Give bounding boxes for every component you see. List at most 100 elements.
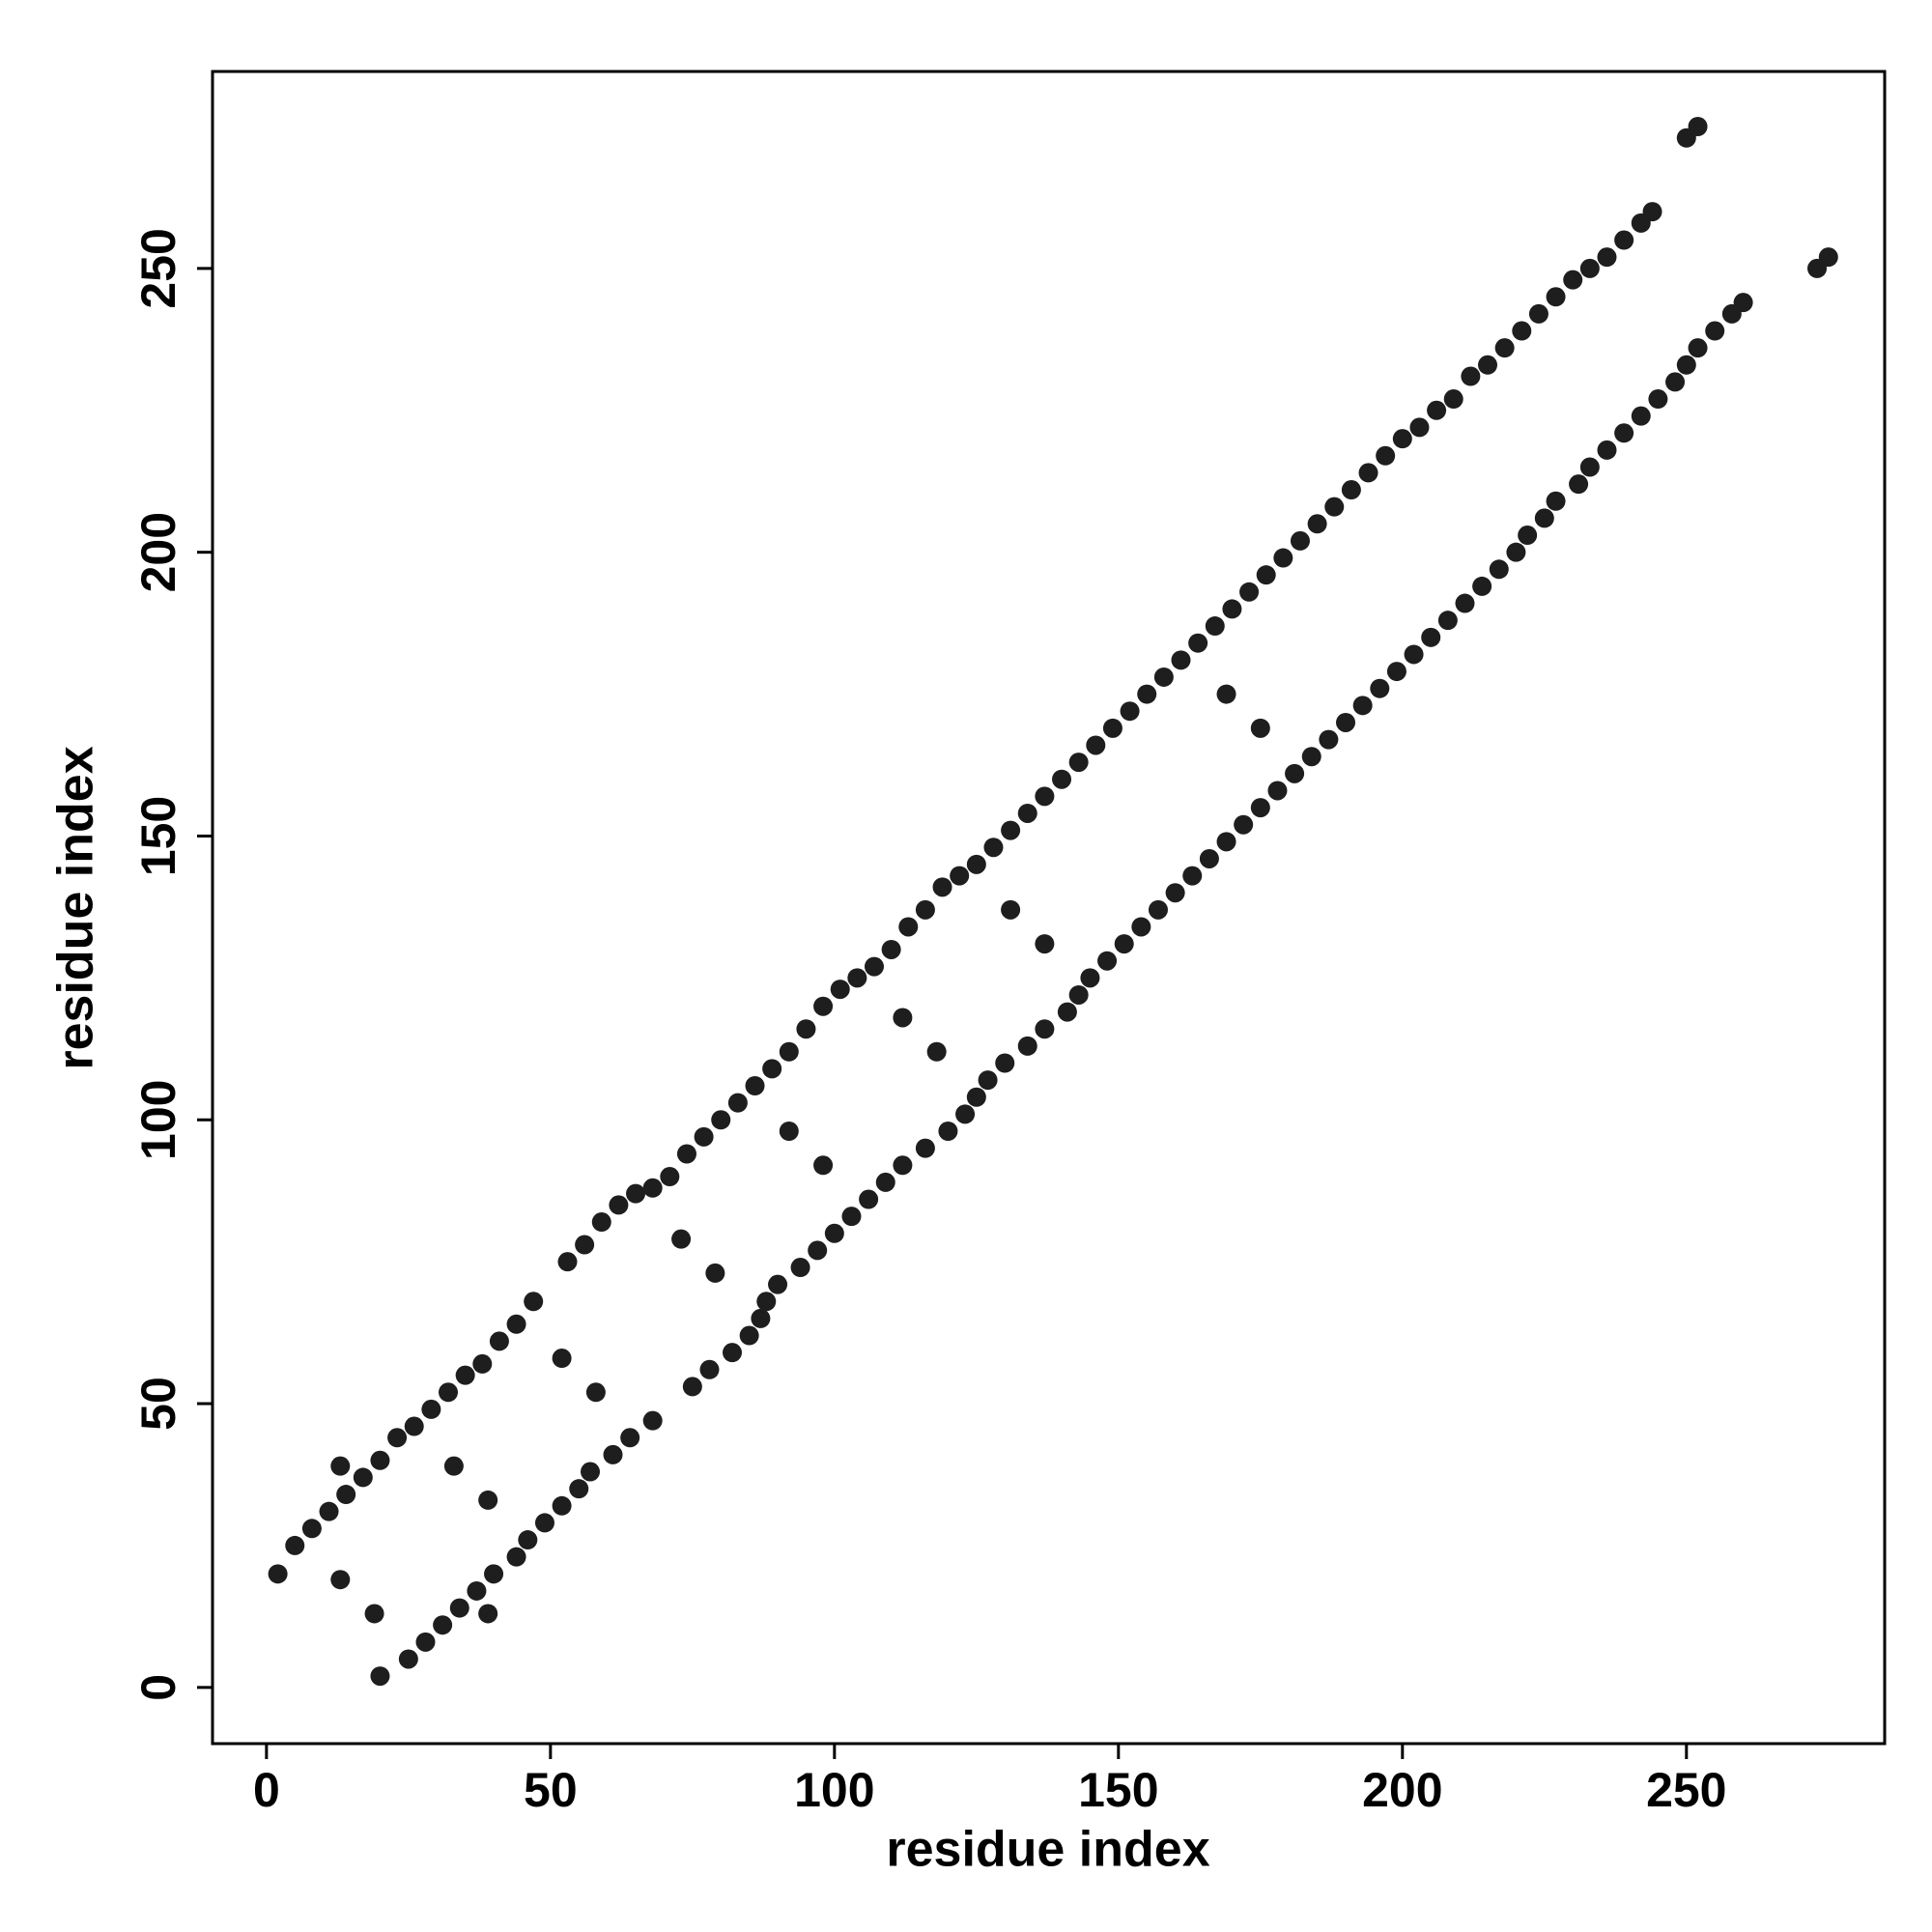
point xyxy=(676,1144,696,1164)
point xyxy=(756,1292,777,1312)
point xyxy=(489,1331,509,1351)
point xyxy=(1017,1036,1037,1056)
point xyxy=(1216,684,1236,704)
point xyxy=(830,980,850,1000)
point xyxy=(1579,457,1600,477)
point xyxy=(387,1428,408,1448)
point xyxy=(569,1479,589,1499)
point xyxy=(364,1604,384,1624)
point xyxy=(484,1564,504,1584)
point xyxy=(1597,440,1617,460)
x-tick-label: 0 xyxy=(253,1763,280,1817)
point xyxy=(1409,417,1430,438)
point xyxy=(1818,247,1838,268)
point xyxy=(1688,338,1708,358)
point xyxy=(1250,798,1270,818)
x-tick-label: 50 xyxy=(524,1763,578,1817)
point xyxy=(1546,287,1566,307)
point xyxy=(1256,565,1276,585)
point xyxy=(330,1570,351,1590)
point xyxy=(1205,616,1225,637)
point xyxy=(301,1519,322,1539)
point xyxy=(1239,582,1260,602)
point xyxy=(705,1263,725,1283)
point xyxy=(1137,684,1157,704)
y-axis-title: residue index xyxy=(48,746,104,1069)
point xyxy=(1404,644,1424,665)
point xyxy=(1506,542,1526,562)
x-tick-label: 150 xyxy=(1078,1763,1158,1817)
point xyxy=(1597,247,1617,268)
point xyxy=(813,1155,834,1176)
point xyxy=(1518,526,1538,546)
point xyxy=(443,1456,464,1476)
point xyxy=(751,1308,771,1328)
point xyxy=(268,1564,288,1584)
point xyxy=(478,1490,498,1510)
point xyxy=(319,1501,339,1521)
y-tick-label: 200 xyxy=(131,512,185,592)
x-tick-label: 250 xyxy=(1646,1763,1726,1817)
plot-frame xyxy=(211,70,1887,1746)
point xyxy=(768,1274,788,1294)
x-axis-title: residue index xyxy=(886,1822,1209,1878)
point xyxy=(790,1258,810,1278)
point xyxy=(796,1019,816,1039)
x-tick-label: 200 xyxy=(1362,1763,1442,1817)
point xyxy=(1273,548,1293,568)
point xyxy=(506,1314,526,1334)
point xyxy=(1165,883,1185,903)
point xyxy=(353,1467,373,1488)
point xyxy=(1733,293,1753,313)
point xyxy=(682,1377,702,1397)
point xyxy=(1120,701,1140,722)
point xyxy=(467,1580,487,1601)
point xyxy=(1188,633,1208,653)
point xyxy=(534,1513,554,1533)
point xyxy=(398,1649,418,1669)
point xyxy=(370,1666,390,1687)
point xyxy=(1546,491,1566,511)
point xyxy=(591,1212,611,1233)
point xyxy=(1336,712,1356,732)
point xyxy=(370,1450,390,1470)
point xyxy=(915,1138,935,1158)
point xyxy=(478,1604,498,1624)
point xyxy=(1057,1002,1077,1022)
point xyxy=(932,877,952,897)
point xyxy=(524,1292,544,1312)
point xyxy=(966,1087,986,1107)
point xyxy=(950,866,970,886)
point xyxy=(1234,814,1254,835)
y-tick-label: 150 xyxy=(131,796,185,876)
point xyxy=(1001,899,1021,920)
point xyxy=(1341,480,1361,500)
point xyxy=(472,1353,493,1374)
point xyxy=(671,1229,692,1249)
point xyxy=(1301,747,1321,767)
point xyxy=(983,838,1004,858)
point xyxy=(1216,832,1236,852)
point xyxy=(813,996,834,1016)
point xyxy=(1472,576,1492,596)
point xyxy=(1494,338,1515,358)
point xyxy=(1421,627,1441,647)
point xyxy=(995,1053,1015,1073)
point xyxy=(1665,372,1686,392)
point xyxy=(1370,678,1390,698)
point xyxy=(1001,820,1021,840)
point xyxy=(1352,696,1373,716)
point xyxy=(1705,321,1725,341)
point xyxy=(1455,593,1475,613)
point xyxy=(722,1343,742,1363)
point xyxy=(1427,400,1447,420)
point xyxy=(421,1399,441,1419)
point xyxy=(404,1416,424,1436)
point xyxy=(1199,848,1219,868)
point xyxy=(1068,753,1089,773)
point xyxy=(1080,968,1100,988)
point xyxy=(779,1122,799,1142)
point xyxy=(1688,116,1708,136)
point xyxy=(518,1530,538,1550)
